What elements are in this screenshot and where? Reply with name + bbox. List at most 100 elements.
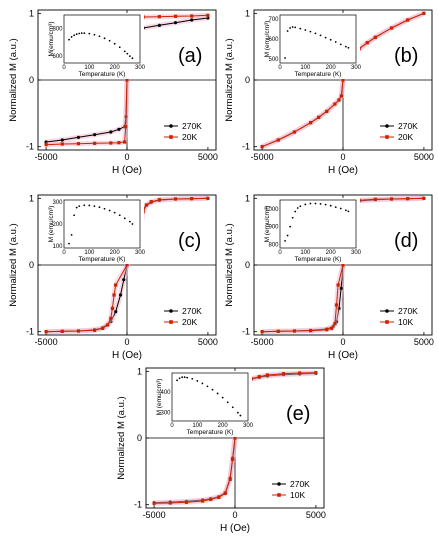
y-axis-label: Normalized M (a.u.): [224, 38, 235, 121]
inset-data-point: [181, 376, 184, 379]
inset-data-point: [118, 46, 121, 49]
x-tick-label: 0: [124, 152, 129, 162]
data-point: [298, 371, 302, 375]
data-point: [190, 197, 194, 201]
inset-data-point: [118, 214, 121, 217]
inset-x-label: Temperature (K): [187, 429, 234, 436]
data-point: [217, 495, 221, 499]
inset: 0 100 200 300 500 600 700 Temperature (K) M (emu…: [264, 13, 362, 79]
legend-marker: [169, 320, 173, 324]
x-tick-label: 5000: [198, 337, 218, 347]
inset-data-point: [289, 225, 292, 228]
series-10K: [260, 195, 426, 335]
inset-data-point: [123, 217, 126, 220]
inset-background: [158, 371, 252, 437]
inset-data-point: [216, 392, 219, 395]
inset-data-point: [191, 377, 194, 380]
inset-data-point: [83, 204, 86, 207]
y-tick-label: 0: [29, 260, 34, 270]
data-point: [336, 283, 340, 287]
inset-y-label: M(emu/cm³): [48, 21, 55, 56]
inset-data-point: [226, 401, 229, 404]
x-axis-label: H (Oe): [328, 165, 358, 176]
data-point: [209, 497, 213, 501]
data-point: [223, 491, 227, 495]
data-point: [93, 328, 97, 332]
inset-data-point: [309, 30, 312, 33]
inset-data-point: [324, 36, 327, 39]
inset-data-point: [113, 42, 116, 45]
inset-data-point: [291, 26, 294, 28]
inset-frame: [171, 372, 249, 422]
data-point: [168, 501, 172, 505]
inset-data-point: [344, 209, 347, 212]
inset-data-point: [206, 385, 209, 388]
inset-data-point: [68, 38, 70, 41]
inset-data-point: [221, 396, 224, 399]
inset-data-point: [103, 37, 106, 40]
x-tick-label: 0: [340, 152, 345, 162]
data-point: [201, 499, 205, 503]
y-tick-label: 0: [245, 75, 250, 85]
x-tick-label: -5000: [35, 152, 58, 162]
data-point: [265, 373, 269, 377]
inset-data-point: [80, 32, 83, 35]
inset-y-tick-label: 400: [160, 390, 171, 396]
data-point: [190, 18, 194, 22]
inset-data-point: [73, 214, 76, 217]
inset-x-tick-label: 0: [170, 423, 174, 429]
inset-y-tick-label: 200: [52, 222, 63, 228]
data-point: [206, 196, 210, 200]
legend-marker: [169, 124, 173, 128]
data-point: [152, 501, 156, 505]
inset-data-point: [83, 32, 86, 35]
inset-data-point: [113, 211, 116, 214]
x-tick-label: -5000: [251, 337, 274, 347]
inset-frame: [279, 199, 357, 249]
inset-y-label: M (emu/cm³): [264, 206, 271, 243]
data-point: [114, 283, 118, 287]
panel-c: -5000 0 5000 -1 0 1 H (Oe) Normalized M (a.u.) (…: [8, 193, 218, 361]
y-tick-label: -1: [134, 500, 142, 510]
data-point: [118, 293, 123, 297]
data-point: [157, 198, 161, 202]
inset-x-label: Temperature (K): [295, 256, 342, 263]
inset-data-point: [88, 204, 91, 207]
y-tick-label: 0: [29, 75, 34, 85]
data-point: [117, 127, 121, 131]
data-point: [157, 23, 161, 27]
inset-data-point: [93, 33, 96, 36]
inset-data-point: [286, 234, 289, 237]
data-point: [149, 200, 153, 204]
inset-background: [50, 198, 144, 264]
data-point: [173, 21, 178, 25]
data-point: [125, 78, 129, 82]
inset-x-tick-label: 100: [300, 65, 311, 71]
inset-data-point: [201, 382, 204, 385]
data-point: [339, 94, 343, 98]
inset-data-point: [329, 38, 332, 41]
inset-data-point: [304, 203, 307, 206]
panel-label: (b): [394, 45, 418, 67]
data-point: [422, 196, 426, 200]
data-point: [330, 326, 334, 330]
panel-label: (a): [178, 45, 202, 67]
inset-data-point: [334, 206, 337, 209]
data-point: [101, 326, 105, 330]
inset-data-point: [339, 43, 342, 46]
panel-e: -5000 0 5000 -1 0 1 H (Oe) Normalized M (a.u.) (…: [116, 366, 326, 534]
x-tick-label: 5000: [414, 337, 434, 347]
data-point: [292, 329, 297, 333]
panel-label: (e): [286, 403, 310, 425]
inset: 0 100 200 300 800 900 1000 Temperature (K) M (em…: [264, 198, 362, 264]
inset-data-point: [319, 34, 322, 37]
legend-label: 270K: [398, 121, 418, 131]
inset-x-tick-label: 100: [84, 65, 95, 71]
data-point: [337, 98, 341, 102]
data-point: [373, 35, 377, 39]
legend-marker: [169, 309, 173, 313]
inset-data-point: [236, 411, 239, 414]
y-axis-label: Normalized M (a.u.): [8, 38, 19, 121]
legend-label: 270K: [398, 306, 418, 316]
legend-label: 10K: [398, 317, 413, 327]
